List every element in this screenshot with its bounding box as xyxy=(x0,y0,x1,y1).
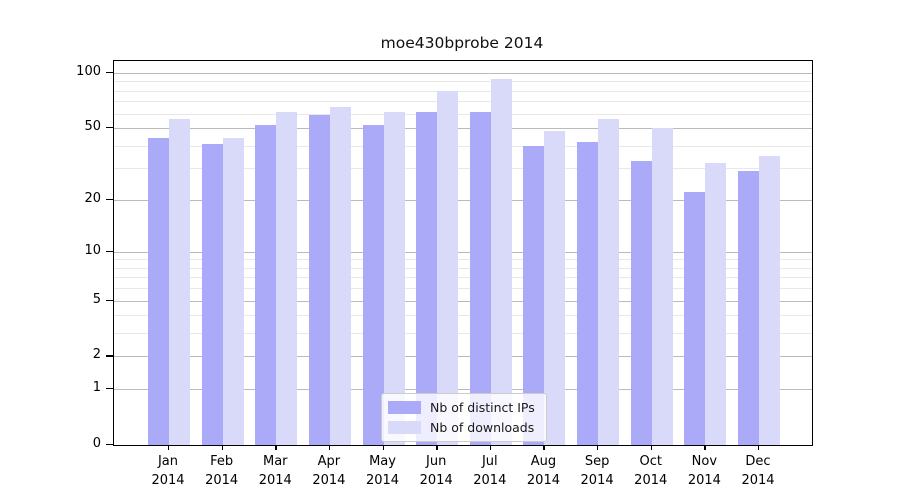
x-axis-tick xyxy=(758,445,760,450)
gridline-minor xyxy=(114,145,812,147)
bar-downloads xyxy=(490,78,512,445)
bar-downloads xyxy=(276,112,298,445)
x-axis-tick-label: Sep 2014 xyxy=(580,454,614,488)
x-axis-tick xyxy=(328,445,331,450)
legend-item-downloads: Nb of downloads xyxy=(388,419,538,435)
gridline-major xyxy=(114,127,812,129)
gridline-major xyxy=(114,199,812,201)
y-axis-tick xyxy=(106,299,113,301)
y-axis-tick xyxy=(106,250,113,253)
y-axis-tick-label: 50 xyxy=(84,118,101,134)
bar-distinct-ips xyxy=(416,112,438,445)
y-axis-tick xyxy=(106,388,113,390)
x-axis-tick-label: Apr 2014 xyxy=(312,454,346,488)
bar-distinct-ips xyxy=(148,138,169,445)
bar-downloads xyxy=(705,163,727,445)
x-axis-tick-label: Jul 2014 xyxy=(473,454,507,488)
gridline-minor xyxy=(114,90,812,92)
gridline-minor xyxy=(114,81,812,83)
x-axis-tick-label: Nov 2014 xyxy=(687,454,721,488)
bar-downloads xyxy=(383,112,405,445)
y-axis-tick-label: 100 xyxy=(76,63,101,79)
bar-distinct-ips xyxy=(362,124,384,445)
plot-area xyxy=(113,60,813,446)
legend-item-distinct-ips: Nb of distinct IPs xyxy=(388,399,538,415)
y-axis-tick xyxy=(106,444,113,446)
y-axis-tick-label: 10 xyxy=(84,242,101,258)
gridline-minor xyxy=(114,267,812,269)
y-axis-tick-label: 0 xyxy=(92,436,101,451)
legend-label-downloads: Nb of downloads xyxy=(430,419,535,435)
bar-distinct-ips xyxy=(523,145,545,445)
gridline-minor xyxy=(114,259,812,261)
y-axis-tick-label: 1 xyxy=(92,380,101,396)
bar-downloads xyxy=(437,90,459,445)
x-axis-tick-label: Mar 2014 xyxy=(258,454,292,488)
bar-distinct-ips xyxy=(469,112,491,445)
x-axis-tick-label: Aug 2014 xyxy=(526,454,560,488)
y-axis-tick xyxy=(106,126,113,129)
bar-downloads xyxy=(329,107,351,445)
x-axis-tick-label: Jan 2014 xyxy=(151,454,185,488)
y-axis-tick xyxy=(106,355,113,357)
x-axis-tick xyxy=(597,445,599,450)
gridline-minor xyxy=(114,315,812,317)
x-axis-tick xyxy=(543,445,545,450)
x-axis-tick xyxy=(382,445,384,450)
gridline-major xyxy=(114,72,812,74)
gridline-minor xyxy=(114,168,812,170)
gridline-major xyxy=(114,300,812,302)
bar-distinct-ips xyxy=(308,114,330,445)
bar-downloads xyxy=(169,119,190,445)
bar-downloads xyxy=(544,131,566,445)
gridline-major xyxy=(114,356,812,358)
x-axis-tick xyxy=(704,445,706,450)
bar-downloads xyxy=(598,119,620,445)
legend-swatch-downloads xyxy=(388,420,421,434)
y-axis-tick xyxy=(106,198,113,200)
x-axis-tick-label: Dec 2014 xyxy=(741,454,775,488)
x-axis-tick xyxy=(436,445,438,450)
legend: Nb of distinct IPs Nb of downloads xyxy=(381,393,547,442)
y-axis-tick xyxy=(106,71,113,74)
bar-distinct-ips xyxy=(201,143,223,445)
gridline-major xyxy=(114,389,812,391)
x-axis-tick-label: Jun 2014 xyxy=(419,454,453,488)
x-axis-tick-label: May 2014 xyxy=(365,454,400,488)
y-axis-tick-label: 20 xyxy=(84,190,101,206)
x-axis-tick xyxy=(168,445,170,450)
y-axis-tick-label: 5 xyxy=(92,291,101,307)
bar-downloads xyxy=(651,127,673,445)
bar-distinct-ips xyxy=(255,124,277,445)
x-axis-tick-label: Oct 2014 xyxy=(634,454,668,488)
gridline-minor xyxy=(114,277,812,279)
legend-swatch-distinct-ips xyxy=(388,400,421,414)
legend-label-distinct-ips: Nb of distinct IPs xyxy=(430,399,535,415)
y-axis-tick-label: 2 xyxy=(92,347,101,363)
bar-distinct-ips xyxy=(630,160,652,445)
gridline-major xyxy=(114,251,812,253)
gridline-minor xyxy=(114,113,812,115)
bar-distinct-ips xyxy=(684,192,706,445)
chart-title: moe430bprobe 2014 xyxy=(380,34,544,52)
x-axis-tick xyxy=(221,445,224,450)
x-axis-tick xyxy=(275,445,277,450)
gridline-minor xyxy=(114,288,812,290)
x-axis-tick xyxy=(650,445,653,450)
bar-downloads xyxy=(759,156,780,445)
x-axis-tick xyxy=(489,445,492,450)
gridline-minor xyxy=(114,333,812,335)
bar-distinct-ips xyxy=(577,141,599,445)
bar-distinct-ips xyxy=(738,170,759,445)
bar-downloads xyxy=(222,138,244,445)
x-axis-tick-label: Feb 2014 xyxy=(205,454,239,488)
gridline-minor xyxy=(114,101,812,103)
